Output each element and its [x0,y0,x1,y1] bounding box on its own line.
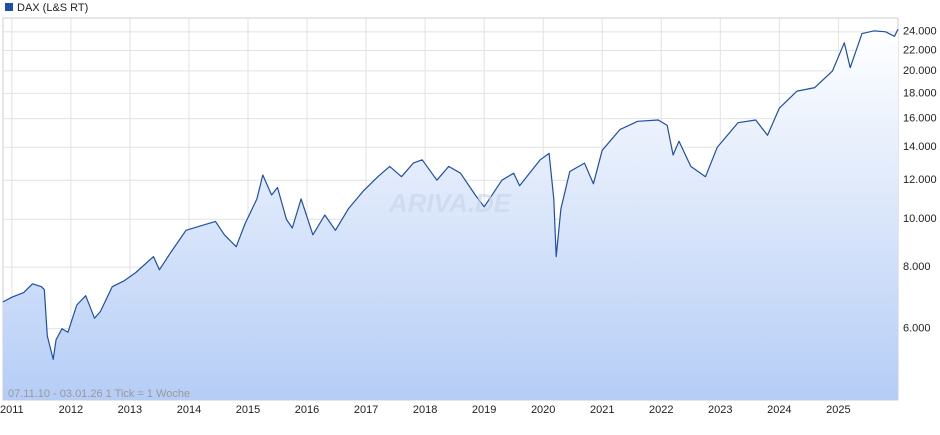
area [3,29,898,400]
x-tick-label: 2016 [295,404,319,416]
x-tick-label: 2020 [531,404,555,416]
y-tick-label: 14.000 [903,141,937,153]
y-tick-label: 22.000 [903,44,937,56]
watermark: ARIVA.DE [388,188,512,218]
legend-swatch [5,3,13,11]
y-tick-label: 10.000 [903,213,937,225]
x-tick-label: 2021 [590,404,614,416]
x-tick-label: 2011 [0,404,24,416]
x-tick-label: 2025 [826,404,850,416]
y-tick-label: 18.000 [903,87,937,99]
y-tick-label: 20.000 [903,65,937,77]
x-tick-label: 2023 [708,404,732,416]
x-tick-label: 2019 [472,404,496,416]
legend-label: DAX (L&S RT) [17,2,88,14]
y-tick-label: 8.000 [903,261,931,273]
x-tick-label: 2013 [118,404,142,416]
y-tick-label: 24.000 [903,26,937,38]
x-tick-label: 2018 [413,404,437,416]
x-tick-label: 2017 [354,404,378,416]
x-tick-label: 2015 [236,404,260,416]
x-tick-label: 2022 [649,404,673,416]
x-tick-label: 2012 [59,404,83,416]
line [2,28,899,360]
annotation: 07.11.10 - 03.01.26 1 Tick = 1 Woche [8,388,190,400]
y-tick-label: 12.000 [903,174,937,186]
y-tick-label: 16.000 [903,113,937,125]
x-tick-label: 2024 [767,404,791,416]
x-tick-label: 2014 [177,404,201,416]
y-tick-label: 6.000 [903,323,931,335]
